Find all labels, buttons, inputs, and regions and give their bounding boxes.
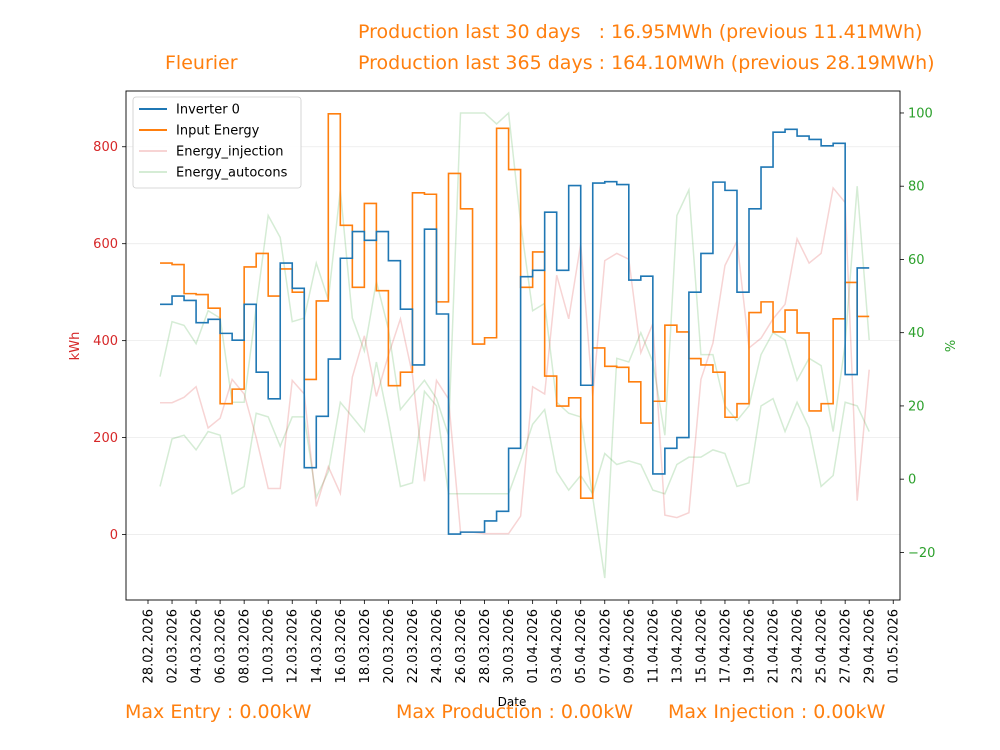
production-last-365-days: Production last 365 days : 164.10MWh (pr…: [358, 52, 935, 74]
x-tick-label-0: 28.02.2026: [142, 609, 157, 683]
x-tick-label-13: 26.03.2026: [454, 609, 469, 683]
x-tick-label-22: 13.04.2026: [670, 609, 685, 683]
legend-label-1: Input Energy: [176, 124, 260, 139]
y-axis-left-label: kWh: [68, 332, 83, 361]
x-axis-label: Date: [498, 695, 527, 709]
x-tick-label-21: 11.04.2026: [646, 609, 661, 683]
x-tick-label-29: 27.04.2026: [839, 609, 854, 683]
x-tick-label-23: 15.04.2026: [694, 609, 709, 683]
y-right-tick-label-6: 100: [908, 106, 933, 121]
x-tick-label-26: 21.04.2026: [767, 609, 782, 683]
x-tick-label-6: 12.03.2026: [286, 609, 301, 683]
x-tick-label-28: 25.04.2026: [815, 609, 830, 683]
y-right-tick-label-5: 80: [908, 180, 925, 195]
x-tick-label-11: 22.03.2026: [406, 609, 421, 683]
y-left-tick-label-4: 800: [93, 140, 118, 155]
y-right-tick-label-4: 60: [908, 253, 925, 268]
series-2-line: [160, 186, 870, 535]
x-tick-label-24: 17.04.2026: [718, 609, 733, 683]
x-tick-label-8: 16.03.2026: [334, 609, 349, 683]
x-tick-label-20: 09.04.2026: [622, 609, 637, 683]
x-tick-label-30: 29.04.2026: [863, 609, 878, 683]
x-tick-label-2: 04.03.2026: [190, 609, 205, 683]
series-4-line: [159, 361, 870, 501]
x-tick-label-17: 03.04.2026: [550, 609, 565, 683]
site-name: Fleurier: [165, 52, 238, 74]
x-tick-label-9: 18.03.2026: [358, 609, 373, 683]
x-tick-label-31: 01.05.2026: [887, 609, 902, 683]
x-tick-label-15: 30.03.2026: [502, 609, 517, 683]
x-tick-label-7: 14.03.2026: [310, 609, 325, 683]
x-tick-label-18: 05.04.2026: [574, 609, 589, 683]
x-tick-label-5: 10.03.2026: [262, 609, 277, 683]
x-tick-label-1: 02.03.2026: [166, 609, 181, 683]
y-right-tick-label-0: −20: [908, 546, 935, 561]
production-last-30-days: Production last 30 days : 16.95MWh (prev…: [358, 21, 923, 43]
y-left-tick-label-0: 0: [110, 528, 118, 543]
y-right-tick-label-2: 20: [908, 399, 925, 414]
max-production: Max Production : 0.00kW: [396, 701, 633, 723]
x-tick-label-25: 19.04.2026: [743, 609, 758, 683]
y-right-tick-label-3: 40: [908, 326, 925, 341]
series-0-line: [160, 128, 870, 535]
y-left-tick-label-3: 600: [93, 237, 118, 252]
legend-box: [132, 96, 302, 189]
x-tick-label-4: 08.03.2026: [238, 609, 253, 683]
x-tick-label-27: 23.04.2026: [791, 609, 806, 683]
max-entry: Max Entry : 0.00kW: [125, 701, 312, 723]
x-tick-label-3: 06.03.2026: [214, 609, 229, 683]
y-left-tick-label-1: 200: [93, 431, 118, 446]
plot-frame: [125, 90, 901, 601]
legend-label-0: Inverter 0: [176, 103, 240, 118]
x-tick-label-19: 07.04.2026: [598, 609, 613, 683]
y-axis-right-label: %: [944, 340, 959, 352]
legend-label-3: Energy_autocons: [176, 166, 288, 181]
x-tick-label-12: 24.03.2026: [430, 609, 445, 683]
legend-label-2: Energy_injection: [176, 145, 284, 160]
x-tick-label-14: 28.03.2026: [478, 609, 493, 683]
y-right-tick-label-1: 0: [908, 473, 916, 488]
x-tick-label-16: 01.04.2026: [526, 609, 541, 683]
series-3-line: [159, 111, 870, 579]
max-injection: Max Injection : 0.00kW: [668, 701, 886, 723]
y-left-tick-label-2: 400: [93, 334, 118, 349]
x-tick-label-10: 20.03.2026: [382, 609, 397, 683]
